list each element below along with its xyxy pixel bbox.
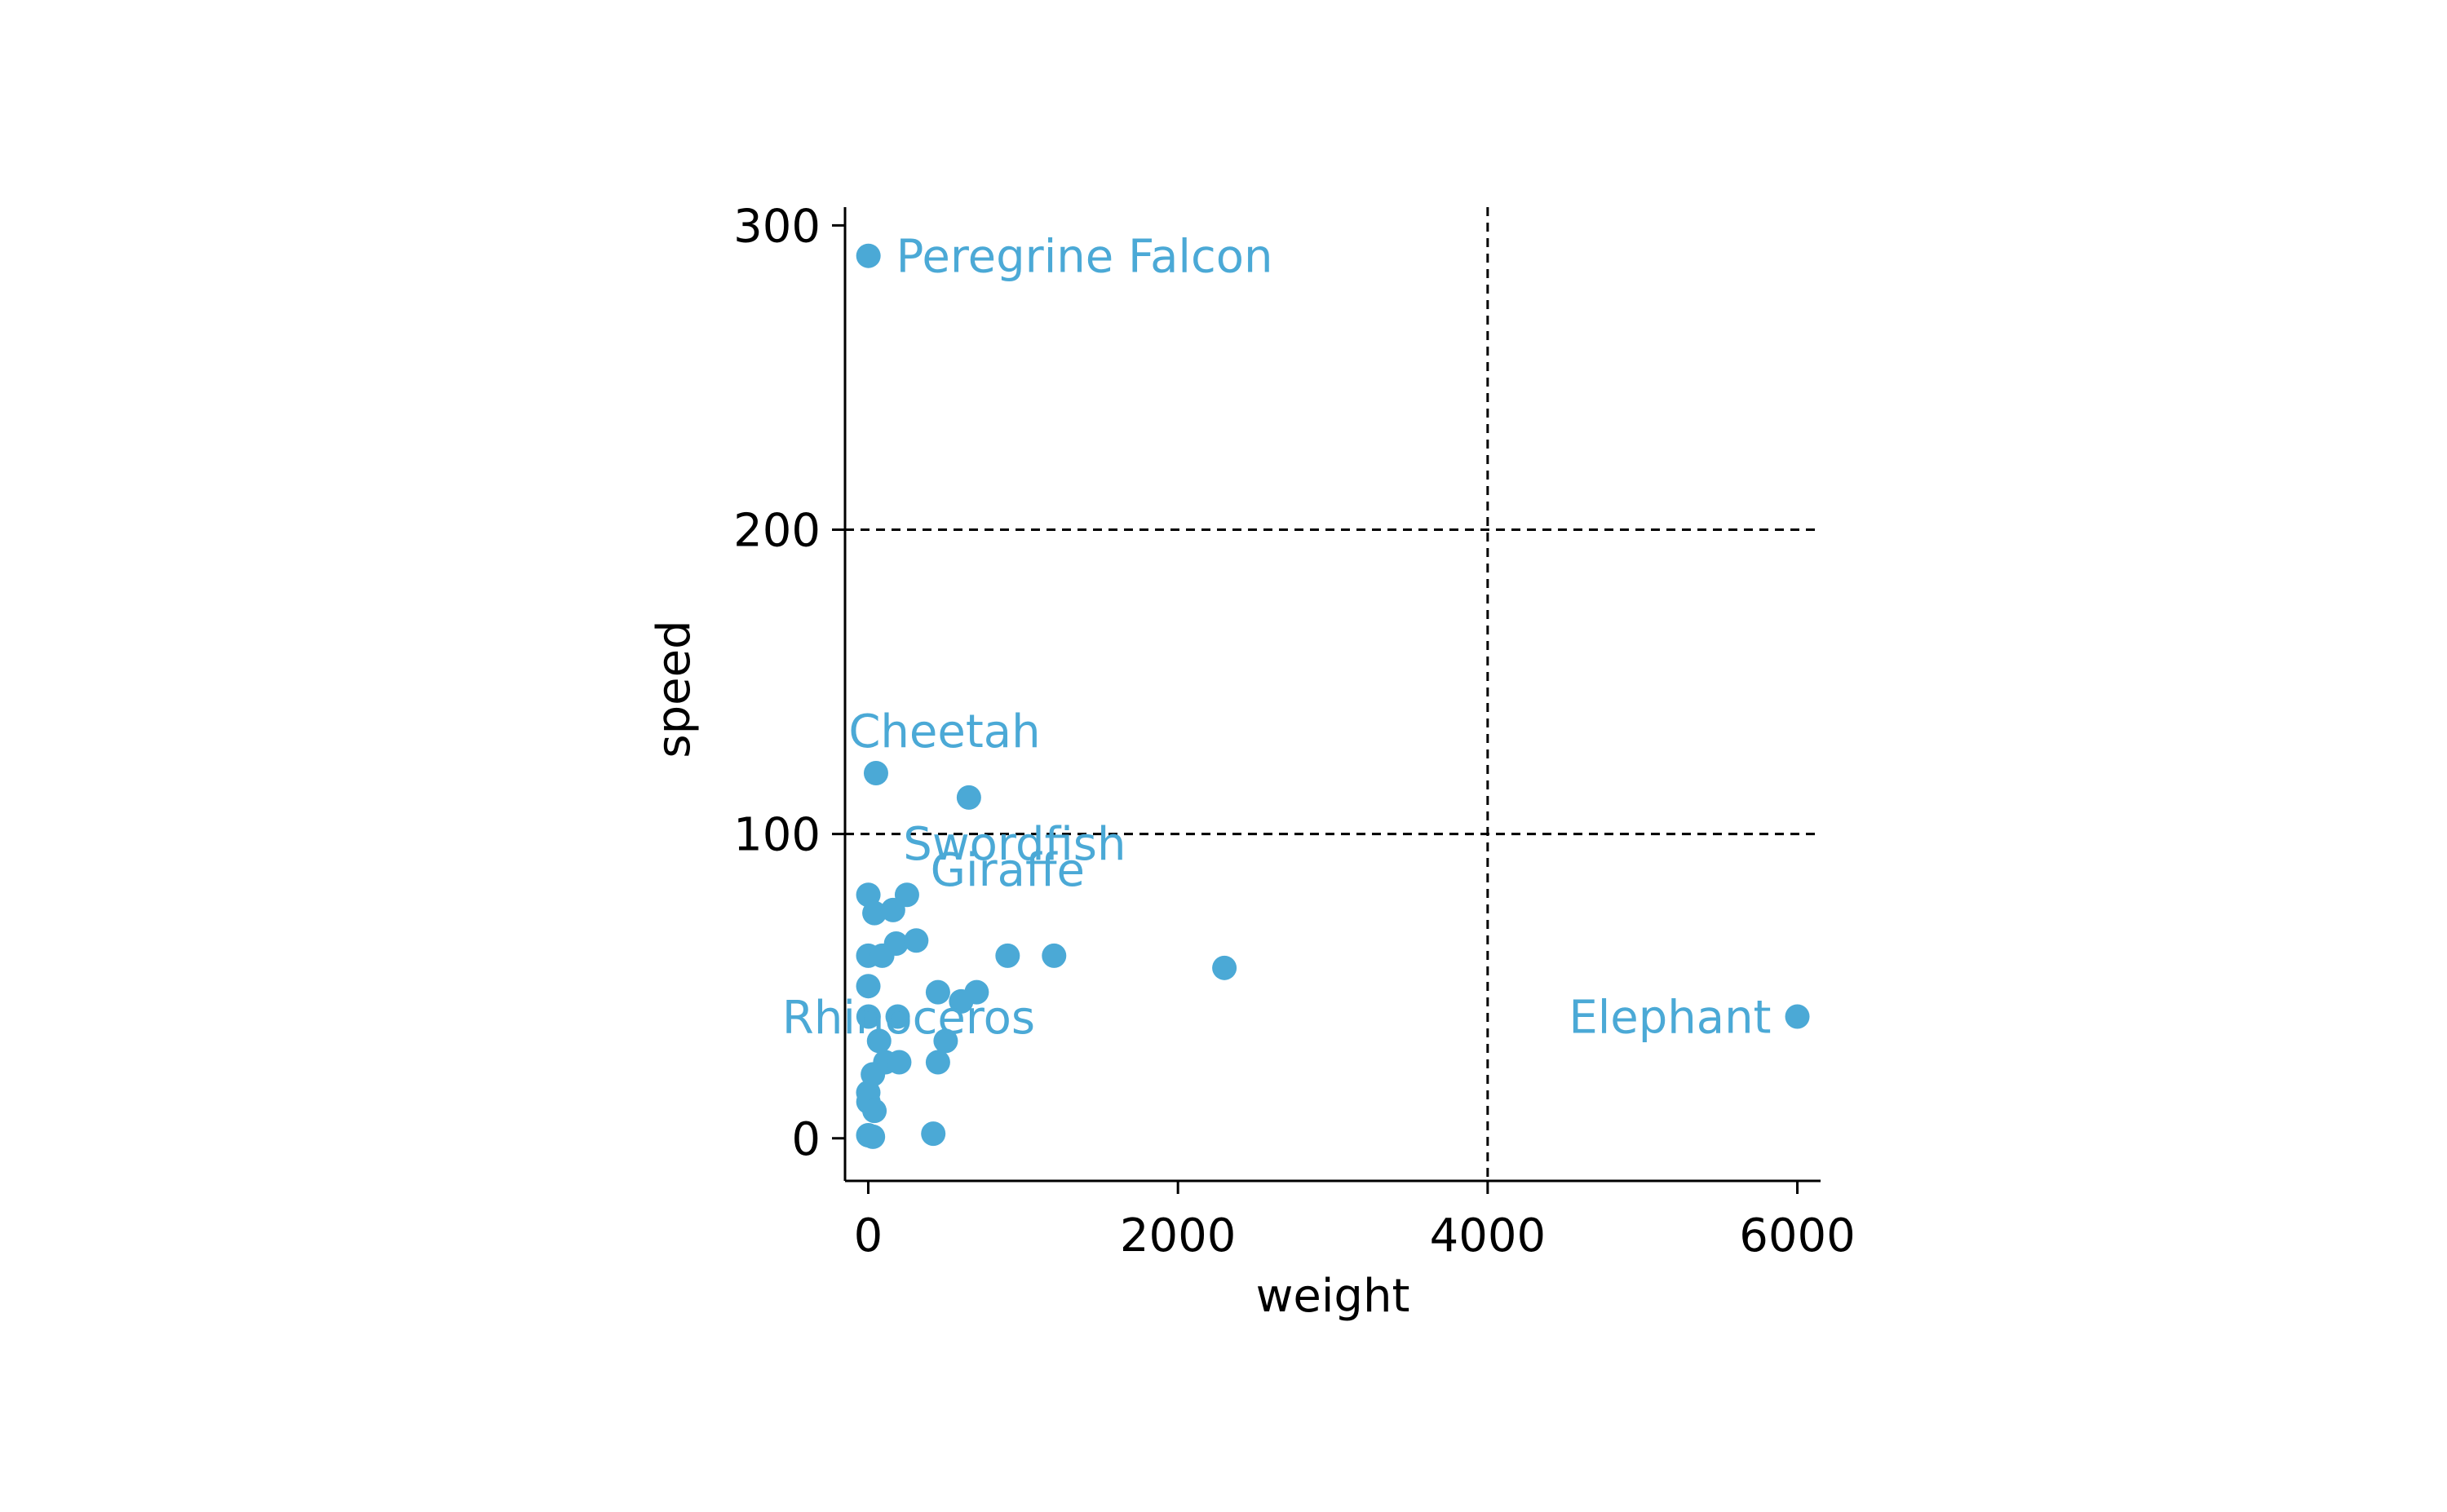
data-points [856, 243, 1810, 1149]
data-point [904, 928, 929, 953]
point-label: Swordfish [903, 818, 1126, 871]
data-point [880, 897, 905, 922]
x-tick-label: 2000 [1120, 1209, 1237, 1262]
reference-lines [845, 207, 1821, 1181]
data-point [885, 1004, 910, 1029]
data-point [1785, 1004, 1810, 1029]
point-label: Rhinoceros [782, 992, 1035, 1045]
point-label: Giraffe [931, 844, 1085, 897]
data-point [862, 1099, 887, 1124]
point-label: Peregrine Falcon [896, 231, 1273, 284]
data-point [862, 900, 887, 926]
data-point [921, 1121, 946, 1147]
data-point [1042, 943, 1067, 968]
x-axis-ticks: 0 2000 4000 6000 [854, 1181, 1856, 1262]
y-tick-label: 300 [733, 200, 821, 253]
y-tick-label: 0 [791, 1113, 821, 1166]
y-tick-label: 100 [733, 809, 821, 862]
x-tick-label: 0 [854, 1209, 883, 1262]
data-point [856, 1004, 881, 1029]
data-point [861, 1124, 886, 1149]
data-point [925, 979, 950, 1005]
data-point [1212, 955, 1237, 980]
data-point [933, 1028, 958, 1054]
data-point [956, 785, 981, 810]
y-axis-title: speed [648, 620, 701, 758]
data-point [870, 943, 895, 968]
data-point [863, 761, 888, 786]
data-point [866, 1028, 892, 1054]
y-tick-label: 200 [733, 505, 821, 558]
data-point [949, 988, 974, 1014]
data-point [995, 943, 1020, 968]
data-point [925, 1050, 950, 1075]
x-tick-label: 4000 [1430, 1209, 1547, 1262]
point-label: Elephant [1569, 992, 1771, 1045]
data-point [856, 243, 881, 268]
data-point [856, 974, 881, 999]
data-point [887, 1050, 912, 1075]
x-tick-label: 6000 [1739, 1209, 1856, 1262]
point-label: Cheetah [848, 705, 1040, 758]
x-axis-title: weight [1256, 1270, 1410, 1323]
y-axis-ticks: 0 100 200 300 [733, 200, 845, 1166]
axes [843, 207, 1821, 1183]
